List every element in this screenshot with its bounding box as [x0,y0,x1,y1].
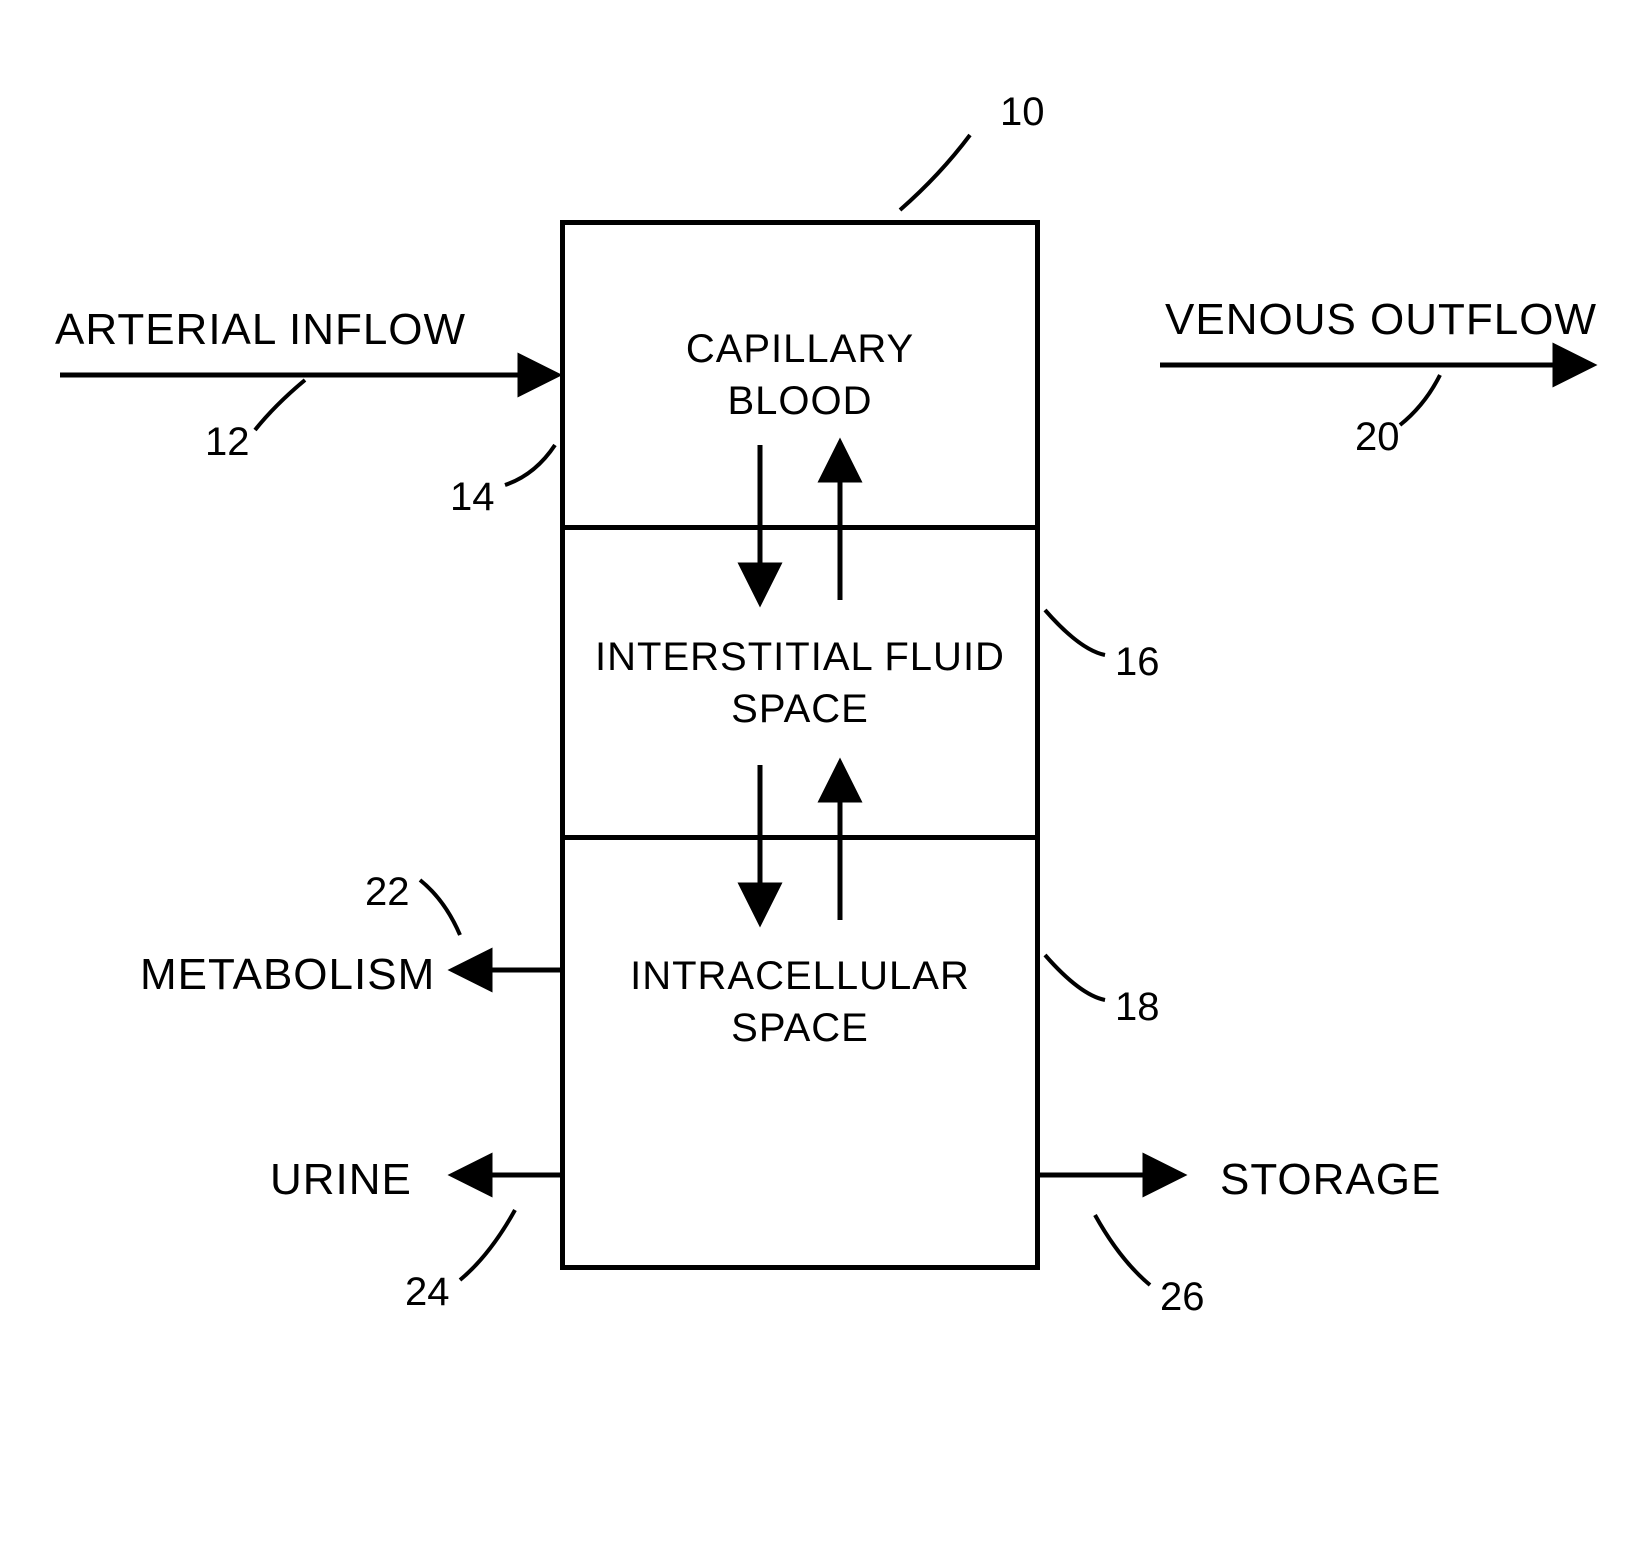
leader-24 [460,1210,515,1280]
leader-18 [1045,955,1105,1000]
box-interstitial-label: INTERSTITIAL FLUIDSPACE [595,631,1005,735]
label-arterial-inflow: ARTERIAL INFLOW [55,305,466,355]
label-storage: STORAGE [1220,1155,1441,1205]
ref-22: 22 [365,870,410,915]
leader-14 [505,445,555,485]
ref-14: 14 [450,475,495,520]
ref-10: 10 [1000,90,1045,135]
diagram-canvas: CAPILLARYBLOOD INTERSTITIAL FLUIDSPACE I… [0,0,1641,1551]
leader-16 [1045,610,1105,655]
label-venous-outflow: VENOUS OUTFLOW [1165,295,1597,345]
box-interstitial-fluid: INTERSTITIAL FLUIDSPACE [560,525,1040,840]
label-metabolism: METABOLISM [140,950,435,1000]
leader-26 [1095,1215,1150,1285]
box-capillary-label: CAPILLARYBLOOD [686,323,914,427]
ref-18: 18 [1115,985,1160,1030]
ref-24: 24 [405,1270,450,1315]
ref-20: 20 [1355,415,1400,460]
box-intracellular-space: INTRACELLULARSPACE [560,835,1040,1270]
leader-22 [420,880,460,935]
leader-20 [1400,375,1440,425]
label-urine: URINE [270,1155,412,1205]
ref-16: 16 [1115,640,1160,685]
ref-26: 26 [1160,1275,1205,1320]
leader-12 [255,380,305,430]
ref-12: 12 [205,420,250,465]
box-capillary-blood: CAPILLARYBLOOD [560,220,1040,530]
box-intracellular-label: INTRACELLULARSPACE [630,950,970,1054]
leader-10 [900,135,970,210]
